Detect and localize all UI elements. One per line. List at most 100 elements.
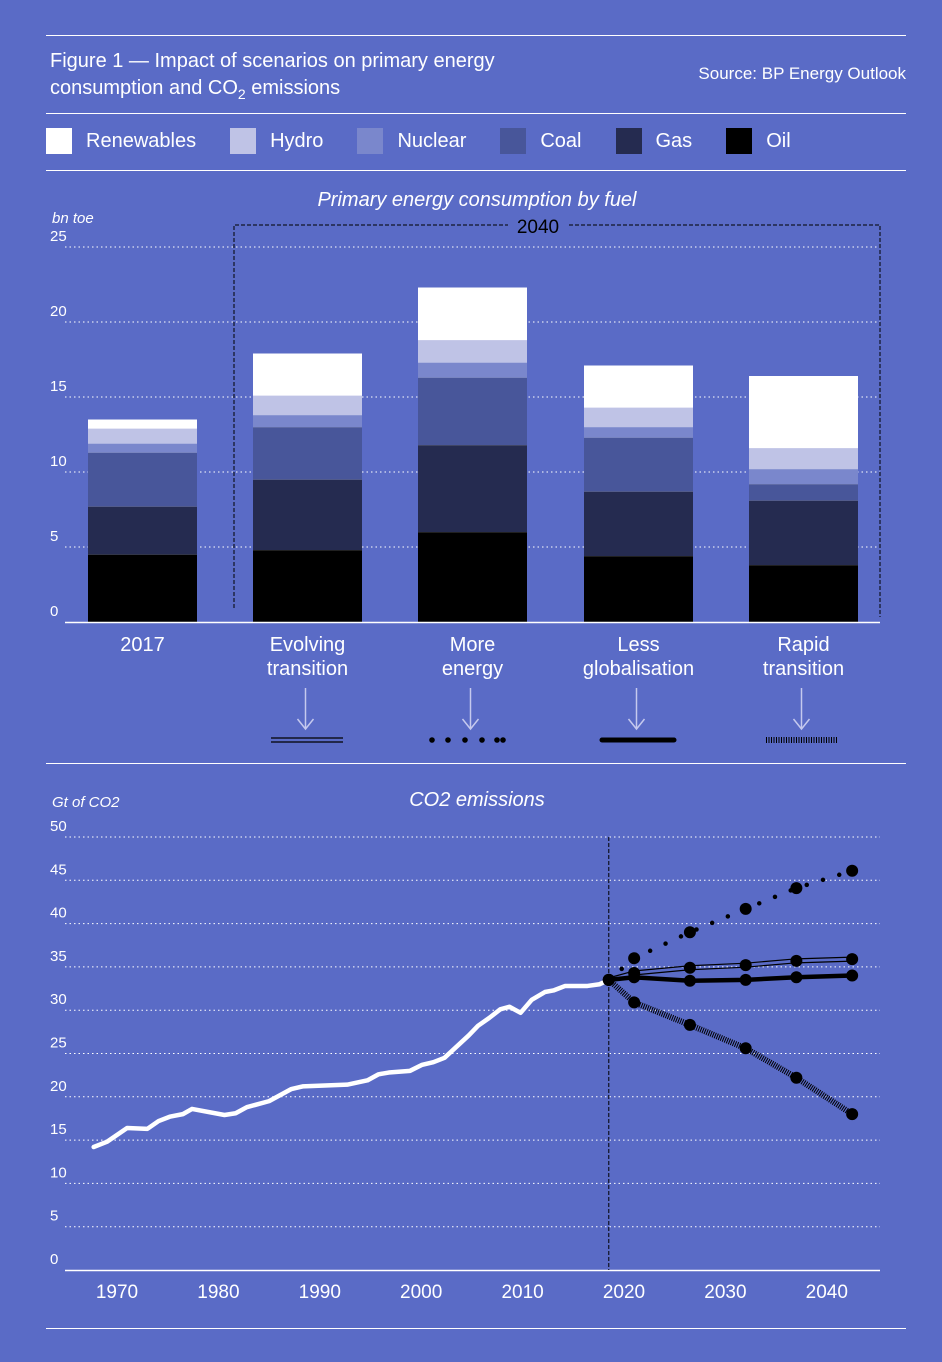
y-tick-label: 15 xyxy=(50,378,67,395)
bar-segment-nuclear xyxy=(584,427,693,438)
category-label: energy xyxy=(442,658,503,680)
y-tick-label: 25 xyxy=(50,1035,67,1052)
bar-segment-coal xyxy=(253,427,362,480)
x-tick-label: 1990 xyxy=(299,1282,341,1303)
less-globalisation-marker xyxy=(790,971,803,984)
legend-label: Gas xyxy=(655,129,693,152)
legend-swatch xyxy=(46,128,72,154)
bar-segment-hydro xyxy=(253,395,362,415)
bar-segment-oil xyxy=(584,556,693,622)
bar-chart-title: Primary energy consumption by fuel xyxy=(317,189,637,211)
bar-segment-nuclear xyxy=(88,443,197,453)
bar-segment-oil xyxy=(88,554,197,622)
category-label: Rapid xyxy=(777,634,829,656)
bottom-rule xyxy=(46,1328,906,1329)
source-note: Source: BP Energy Outlook xyxy=(698,64,906,83)
bar-segment-renewables xyxy=(253,353,362,396)
less-globalisation-marker xyxy=(739,973,752,986)
bar-segment-gas xyxy=(253,479,362,550)
x-tick-label: 2040 xyxy=(806,1282,848,1303)
y-tick-label: 35 xyxy=(50,948,67,965)
legend-label: Renewables xyxy=(86,129,197,152)
rapid-transition-marker xyxy=(790,1071,803,1084)
evolving-transition-marker xyxy=(790,954,803,967)
bar-segment-gas xyxy=(749,500,858,565)
category-label: transition xyxy=(267,658,348,680)
header-rule xyxy=(46,113,906,114)
category-label: Evolving xyxy=(270,634,346,656)
title-line-1: Figure 1 — Impact of scenarios on primar… xyxy=(50,50,495,72)
y-tick-label: 20 xyxy=(50,303,67,320)
section-rule xyxy=(46,763,906,764)
legend-item-renewables: Renewables xyxy=(46,128,196,154)
legend-item-coal: Coal xyxy=(500,128,582,154)
arrow-head-icon xyxy=(296,718,315,731)
bar-segment-renewables xyxy=(749,376,858,448)
more-energy-dot-key xyxy=(462,737,468,743)
legend-label: Coal xyxy=(540,129,582,152)
y-tick-label: 50 xyxy=(50,818,67,835)
y-tick-label: 5 xyxy=(50,528,58,545)
legend-swatch xyxy=(357,128,384,154)
bracket-label: 2040 xyxy=(517,217,559,238)
bar-segment-nuclear xyxy=(418,362,527,378)
more-energy-dot-key xyxy=(500,737,506,743)
y-tick-label: 10 xyxy=(50,453,67,470)
more-energy-dot-key xyxy=(479,737,485,743)
y-tick-label: 10 xyxy=(50,1164,67,1181)
bar-segment-oil xyxy=(418,532,527,622)
top-rule xyxy=(46,35,906,36)
more-energy-marker xyxy=(846,864,859,877)
arrow-head-icon xyxy=(461,718,480,731)
legend-label: Hydro xyxy=(270,129,324,152)
x-tick-label: 2030 xyxy=(704,1282,746,1303)
bar-segment-nuclear xyxy=(749,469,858,484)
legend-swatch xyxy=(500,128,527,154)
bar-segment-oil xyxy=(749,565,858,622)
y-axis-label: bn toe xyxy=(52,210,94,227)
category-label: globalisation xyxy=(583,658,694,680)
rapid-transition-marker xyxy=(683,1018,696,1031)
legend-label: Nuclear xyxy=(397,129,467,152)
bar-segment-renewables xyxy=(88,419,197,429)
bar-segment-gas xyxy=(418,445,527,532)
more-energy-dot-key xyxy=(445,737,451,743)
y-tick-label: 20 xyxy=(50,1078,67,1095)
title-subscript: 2 xyxy=(237,86,246,102)
title-text: emissions xyxy=(245,77,341,99)
bar-segment-coal xyxy=(418,377,527,445)
rapid-transition-marker xyxy=(628,996,641,1009)
figure-title: Figure 1 — Impact of scenarios on primar… xyxy=(50,48,495,108)
y-tick-label: 30 xyxy=(50,991,67,1008)
legend-item-oil: Oil xyxy=(726,128,791,154)
y-tick-label: 40 xyxy=(50,905,67,922)
category-label: 2017 xyxy=(120,634,165,656)
arrow-head-icon xyxy=(792,718,811,731)
less-globalisation-marker xyxy=(683,974,696,987)
bar-segment-coal xyxy=(749,484,858,501)
evolving-transition-marker xyxy=(683,961,696,974)
arrow-head-icon xyxy=(627,718,646,731)
legend-swatch xyxy=(615,128,642,154)
more-energy-line xyxy=(606,868,855,983)
more-energy-marker xyxy=(739,902,752,915)
x-tick-label: 1980 xyxy=(197,1282,239,1303)
bar-segment-renewables xyxy=(418,287,527,340)
bar-segment-hydro xyxy=(749,448,858,469)
bar-segment-hydro xyxy=(88,428,197,444)
line-chart-title: CO2 emissions xyxy=(409,789,545,811)
y-tick-label: 5 xyxy=(50,1208,58,1225)
bar-segment-gas xyxy=(88,506,197,555)
bar-segment-coal xyxy=(584,437,693,492)
y-tick-label: 25 xyxy=(50,228,67,245)
legend-rule xyxy=(46,170,906,171)
more-energy-marker xyxy=(790,882,803,895)
legend-swatch xyxy=(726,128,753,154)
legend-item-hydro: Hydro xyxy=(230,128,323,154)
bar-segment-oil xyxy=(253,550,362,622)
y-tick-label: 0 xyxy=(50,603,58,620)
bracket-2040 xyxy=(569,224,881,617)
x-tick-label: 1970 xyxy=(96,1282,138,1303)
rapid-transition-marker xyxy=(739,1042,752,1055)
bar-segment-hydro xyxy=(584,407,693,427)
